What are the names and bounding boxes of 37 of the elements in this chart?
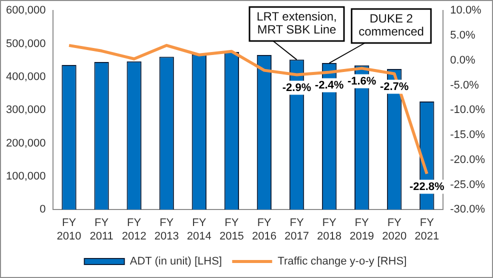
x-tick-label: FY 2014 [186, 217, 212, 242]
y-tick-label: 600,000 [6, 4, 46, 17]
data-label: -1.6% [347, 75, 376, 88]
y-tick-label: 500,000 [6, 38, 46, 50]
y2-tick-label: -5.0% [450, 79, 480, 92]
legend-label: ADT (in unit) [LHS] [130, 256, 222, 268]
x-tick-label: FY 2020 [382, 217, 407, 242]
y-tick-label: 400,000 [6, 70, 46, 83]
x-tick-label: FY 2013 [154, 217, 179, 242]
x-tick-label: FY 2018 [317, 217, 342, 242]
y2-tick-label: 5.0% [450, 30, 476, 42]
y-tick-label: 100,000 [6, 170, 46, 182]
x-tick-label: FY 2012 [122, 217, 146, 242]
data-label: -2.9% [282, 82, 312, 94]
x-tick-label: FY 2010 [56, 217, 82, 242]
x-tick-label: FY 2017 [284, 217, 309, 242]
y2-tick-label: 10.0% [450, 4, 482, 17]
y2-tick-label: 0.0% [450, 54, 476, 66]
y-tick-label: 0 [40, 204, 46, 216]
y2-tick-label: -20.0% [450, 154, 486, 166]
x-tick-label: FY 2015 [219, 217, 244, 242]
data-label: -2.7% [380, 80, 409, 93]
x-tick-label: FY 2016 [252, 217, 276, 242]
data-label: -2.4% [314, 79, 344, 92]
y-tick-label: 200,000 [6, 137, 46, 150]
annotation: LRT extension, MRT SBK Line [256, 9, 337, 36]
y2-tick-label: -15.0% [450, 129, 486, 142]
legend-label: Traffic change y-o-y [RHS] [278, 256, 407, 268]
y2-tick-label: -10.0% [450, 104, 486, 116]
y2-tick-label: -25.0% [450, 178, 486, 191]
x-tick-label: FY 2019 [350, 217, 374, 242]
data-label: -22.8% [409, 180, 445, 193]
y2-tick-label: -30.0% [450, 204, 486, 216]
x-tick-label: FY 2021 [414, 217, 440, 242]
x-tick-label: FY 2011 [90, 217, 114, 242]
y-tick-label: 300,000 [6, 104, 46, 116]
annotation: DUKE 2 commenced [358, 11, 424, 38]
